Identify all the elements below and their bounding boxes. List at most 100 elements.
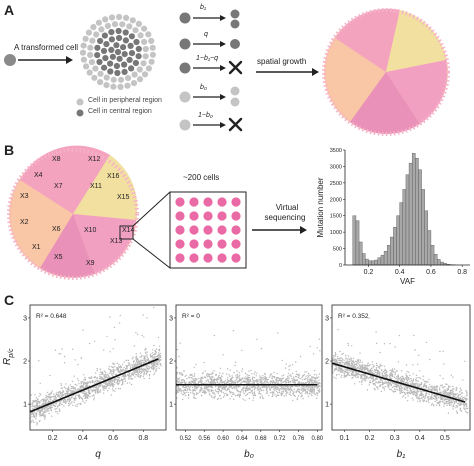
scatter-point [428, 395, 430, 398]
scatter-point [246, 389, 248, 391]
scatter-point [253, 377, 256, 379]
scatter-point [268, 376, 270, 378]
scatter-point [186, 377, 188, 380]
scatter-point [281, 386, 284, 388]
scatter-point [357, 372, 359, 375]
scatter-point [71, 380, 74, 383]
scatter-point [158, 354, 160, 356]
scatter-point [393, 385, 395, 388]
scatter-point [426, 396, 429, 398]
scatter-point [453, 393, 455, 395]
histogram-bar [352, 215, 357, 266]
scatter-point [348, 360, 350, 362]
scatter-point [206, 373, 208, 375]
x-tick-label: 0.6 [426, 269, 436, 276]
scatter-point [401, 396, 404, 398]
scatter-point [419, 401, 421, 403]
scatter-point [78, 397, 81, 400]
scatter-point [445, 398, 447, 400]
scatter-point [131, 358, 134, 360]
scatter-point [247, 375, 249, 377]
scatter-point [91, 395, 94, 397]
scatter-point [78, 403, 80, 405]
scatter-point [139, 356, 141, 358]
scatter-point [209, 373, 211, 375]
scatter-point [280, 385, 282, 388]
sampled-cell [231, 197, 241, 207]
scatter-point [226, 379, 229, 381]
scatter-point [135, 362, 137, 364]
scatter-point [225, 382, 227, 384]
scatter-point [113, 326, 116, 329]
scatter-point [193, 389, 195, 392]
sampled-cell [203, 211, 213, 221]
scatter-point [94, 387, 97, 389]
scatter-point [394, 371, 396, 373]
scatter-point [420, 397, 422, 399]
scatter-point [265, 377, 267, 379]
scatter-point [224, 379, 227, 381]
scatter-point [248, 382, 250, 384]
scatter-point [316, 347, 318, 349]
scatter-point [338, 367, 340, 370]
scatter-point [244, 399, 246, 401]
scatter-point [388, 388, 391, 390]
scatter-point [281, 375, 283, 377]
scatter-point [336, 374, 338, 376]
scatter-point [58, 403, 60, 405]
scatter-point [292, 381, 294, 383]
scatter-point [305, 375, 307, 377]
scatter-point [183, 370, 185, 372]
cells-count-label: ~200 cells [183, 173, 220, 182]
scatter-point [439, 375, 441, 377]
scatter-point [313, 385, 316, 388]
cluster-cell [111, 21, 119, 28]
scatter-point [279, 379, 282, 381]
scatter-point [259, 387, 262, 389]
cluster-cell [92, 65, 99, 72]
scatter-point [176, 378, 179, 380]
scatter-point [106, 373, 109, 376]
scatter-point [221, 388, 223, 390]
scatter-point [65, 392, 67, 395]
region-label: X1 [32, 244, 41, 251]
scatter-point [307, 372, 310, 375]
scatter-point [210, 376, 212, 378]
scatter-point [368, 377, 371, 379]
scatter-point [393, 376, 396, 379]
scatter-point [91, 391, 94, 393]
scatter-point [153, 306, 155, 309]
scatter-point [152, 369, 155, 371]
scatter-point [405, 387, 408, 389]
scatter-point [457, 403, 459, 405]
scatter-point [301, 379, 303, 381]
scatter-point [347, 342, 349, 345]
scatter-point [36, 424, 38, 426]
scatter-point [443, 399, 446, 401]
scatter-point [364, 368, 367, 371]
scatter-point [96, 381, 98, 383]
scatter-point [239, 385, 241, 388]
scatter-point [459, 397, 462, 399]
scatter-point [37, 398, 39, 400]
x-tick-label: 0.68 [255, 436, 267, 442]
scatter-point [243, 387, 245, 389]
x-tick-label: 0.4 [395, 269, 405, 276]
scatter-point [189, 381, 191, 383]
scatter-point [120, 368, 122, 371]
scatter-point [448, 394, 450, 397]
scatter-point [416, 377, 418, 379]
scatter-point [70, 387, 72, 390]
scatter-point [394, 346, 396, 348]
scatter-point [419, 377, 422, 380]
scatter-point [314, 380, 316, 382]
scatter-point [219, 382, 221, 384]
scatter-point [125, 374, 127, 376]
scatter-point [345, 357, 347, 359]
scatter-point [295, 370, 297, 373]
scatter-point [62, 391, 64, 393]
scatter-point [283, 381, 285, 383]
y-tick-label: 1 [23, 402, 27, 409]
scatter-point [348, 358, 351, 361]
scatter-point [31, 416, 33, 418]
